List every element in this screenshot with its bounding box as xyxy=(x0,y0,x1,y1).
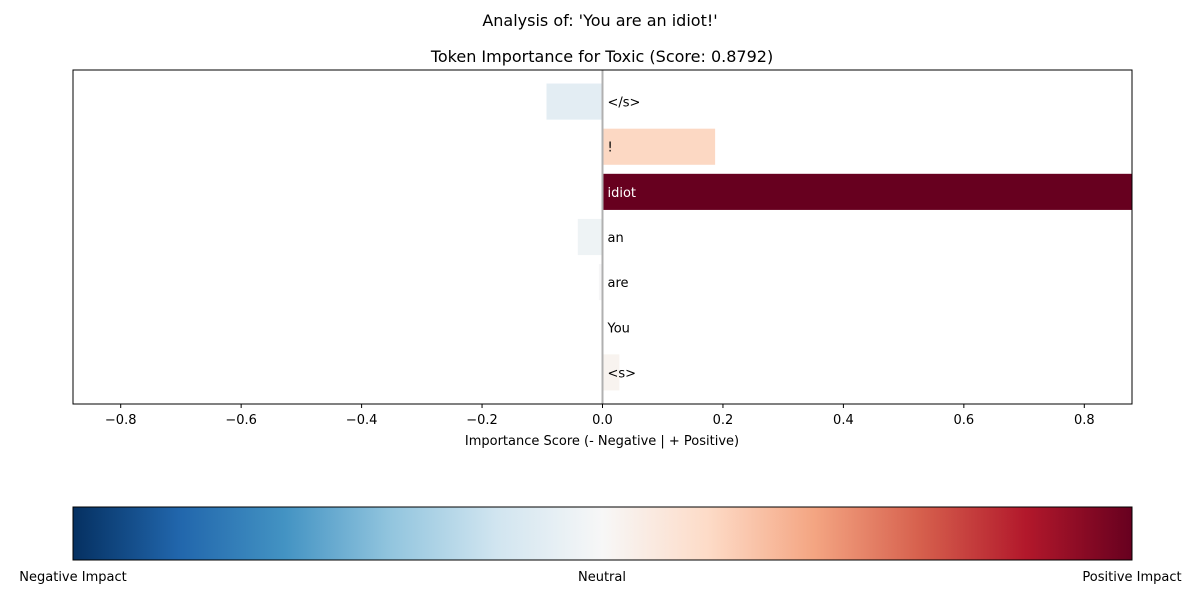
x-tick-label: 0.4 xyxy=(833,413,854,428)
token-labels: <s> You are an idiot! </s> xyxy=(607,96,641,382)
colorbar xyxy=(72,506,1133,561)
x-tick-label: 0.6 xyxy=(954,413,975,428)
x-tick-label: −0.2 xyxy=(466,413,498,428)
x-axis-label: Importance Score (- Negative | + Positiv… xyxy=(465,434,739,449)
token-label: ! xyxy=(608,141,613,156)
bar-5 xyxy=(602,128,716,165)
x-axis-ticks: −0.8 −0.6 −0.4 −0.2 0.0 0.2 0.4 0.6 0.8 xyxy=(105,404,1095,428)
x-tick-label: −0.6 xyxy=(225,413,257,428)
bar-4 xyxy=(602,173,1132,210)
colorbar-left-label: Negative Impact xyxy=(19,570,126,585)
bar-3 xyxy=(577,218,603,256)
colorbar-right-label: Positive Impact xyxy=(1082,570,1181,585)
chart-title: Token Importance for Toxic (Score: 0.879… xyxy=(430,47,773,66)
token-label: an xyxy=(608,231,624,246)
x-tick-label: 0.2 xyxy=(713,413,734,428)
bar-0 xyxy=(602,354,620,391)
token-label: are xyxy=(608,276,629,291)
figure-suptitle: Analysis of: 'You are an idiot!' xyxy=(482,11,717,30)
x-tick-label: −0.4 xyxy=(346,413,378,428)
token-label: <s> xyxy=(608,366,637,381)
token-label: </s> xyxy=(608,96,641,111)
colorbar-center-label: Neutral xyxy=(578,570,626,585)
token-label: idiot xyxy=(608,186,637,201)
token-label: You xyxy=(607,321,630,336)
bar-2 xyxy=(598,264,603,301)
x-tick-label: 0.0 xyxy=(592,413,613,428)
x-tick-label: 0.8 xyxy=(1074,413,1095,428)
bar-series xyxy=(546,83,1132,391)
x-tick-label: −0.8 xyxy=(105,413,137,428)
bar-6 xyxy=(546,83,603,120)
